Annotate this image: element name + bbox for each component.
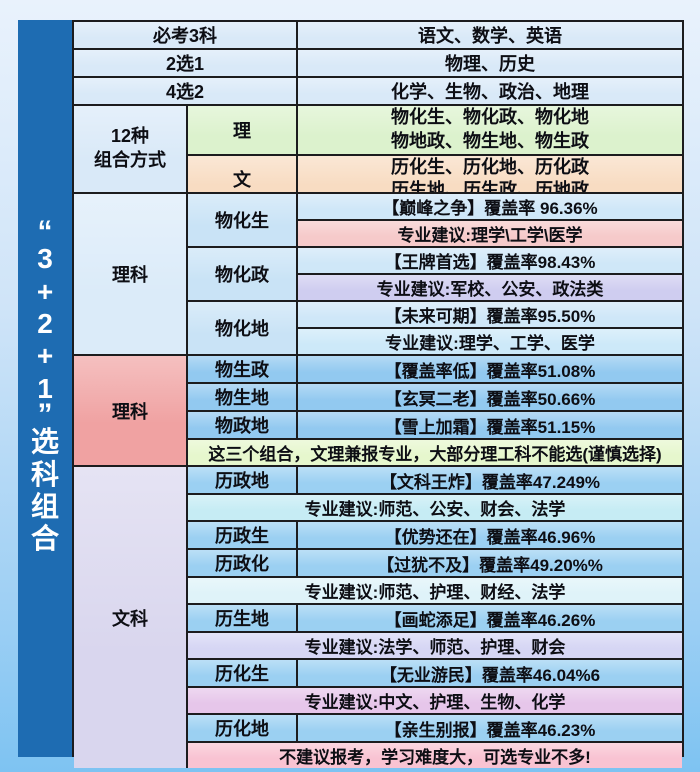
coverage-cell: 【雪上加霜】覆盖率51.15% (296, 412, 682, 438)
row-value: 物理、历史 (296, 50, 682, 76)
coverage-cell: 【无业游民】覆盖率46.04%6 (296, 660, 682, 686)
combos-label-line1: 12种 (110, 126, 150, 147)
row-header: 2选1 (74, 50, 296, 76)
coverage-cell: 【优势还在】覆盖率46.96% (296, 522, 682, 548)
combo-group: 物化生 【巅峰之争】覆盖率 96.36% 专业建议:理学\工学\医学 (188, 194, 682, 246)
subject-cell: 历化地 (188, 715, 296, 741)
selection-table: 必考3科 语文、数学、英语 2选1 物理、历史 4选2 化学、生物、政治、地理 … (72, 20, 684, 768)
combo-row: 历政地 【文科王炸】覆盖率47.249% (188, 467, 682, 493)
vertical-title-char: ” (37, 398, 53, 432)
subject-cell: 物生地 (188, 384, 296, 410)
coverage-cell: 【巅峰之争】覆盖率 96.36% (298, 194, 682, 219)
combo-row: 物政地 【雪上加霜】覆盖率51.15% (188, 410, 682, 438)
subject-cell: 历生地 (188, 605, 296, 631)
vertical-title-char: 合 (30, 523, 59, 555)
vertical-title-char: 选 (30, 426, 59, 458)
combo-list-line1: 物化生、物化政、物化地 (391, 107, 589, 127)
combo-list-cell: 物化生、物化政、物化地 物地政、物生地、物生政 (296, 106, 682, 154)
combo-row: 历生地 【画蛇添足】覆盖率46.26% (188, 603, 682, 631)
combos-rows: 理 物化生、物化政、物化地 物地政、物生地、物生政 文 历化生、历化地、历化政 … (186, 106, 682, 203)
combo-row: 历化地 【亲生别报】覆盖率46.23% (188, 713, 682, 741)
table-row-pick2of4: 4选2 化学、生物、政治、地理 (74, 76, 682, 104)
coverage-cell: 【文科王炸】覆盖率47.249% (296, 467, 682, 493)
combo-row-science: 理 物化生、物化政、物化地 物地政、物生地、物生政 (188, 106, 682, 154)
table-row-required: 必考3科 语文、数学、英语 (74, 22, 682, 48)
subject-cell: 物化地 (188, 302, 296, 354)
section-science-top: 理科 物化生 【巅峰之争】覆盖率 96.36% 专业建议:理学\工学\医学 物化… (74, 192, 682, 354)
row-header: 4选2 (74, 78, 296, 104)
science-groups: 物化生 【巅峰之争】覆盖率 96.36% 专业建议:理学\工学\医学 物化政 【… (186, 194, 682, 354)
section-arts: 文科 历政地 【文科王炸】覆盖率47.249% 专业建议:师范、公安、财会、法学… (74, 465, 682, 768)
subject-cell: 物生政 (188, 356, 296, 382)
subject-cell: 历政化 (188, 550, 296, 576)
coverage-cell: 【覆盖率低】覆盖率51.08% (296, 356, 682, 382)
combo-type-cell: 文 (188, 155, 296, 203)
arts-rows: 历政地 【文科王炸】覆盖率47.249% 专业建议:师范、公安、财会、法学 历政… (186, 467, 682, 768)
suggestion-cell: 专业建议:师范、公安、财会、法学 (188, 493, 682, 520)
combo-group-rows: 【王牌首选】覆盖率98.43% 专业建议:军校、公安、政法类 (296, 248, 682, 300)
vertical-title-char: 2 (37, 308, 53, 340)
combo-group: 物化地 【未来可期】覆盖率95.50% 专业建议:理学、工学、医学 (188, 300, 682, 354)
subject-cell: 历政地 (188, 467, 296, 493)
combo-group-rows: 【未来可期】覆盖率95.50% 专业建议:理学、工学、医学 (296, 302, 682, 354)
combo-row: 历化生 【无业游民】覆盖率46.04%6 (188, 658, 682, 686)
subject-cell: 物化生 (188, 194, 296, 246)
row-header: 必考3科 (74, 22, 296, 48)
vertical-title-char: + (36, 275, 54, 307)
subject-cell: 历化生 (188, 660, 296, 686)
vertical-title-bar: “ 3 + 2 + 1 ” 选 科 组 合 (18, 20, 72, 757)
suggestion-cell: 专业建议:师范、护理、财经、法学 (188, 576, 682, 603)
coverage-cell: 【过犹不及】覆盖率49.20%% (296, 550, 682, 576)
combo-list-line1: 历化生、历化地、历化政 (391, 156, 589, 177)
table-row-pick1of2: 2选1 物理、历史 (74, 48, 682, 76)
subject-cell: 物化政 (188, 248, 296, 300)
suggestion-cell: 专业建议:中文、护理、生物、化学 (188, 686, 682, 713)
subject-cell: 历政生 (188, 522, 296, 548)
coverage-cell: 【画蛇添足】覆盖率46.26% (296, 605, 682, 631)
combos-label: 12种 组合方式 (74, 106, 186, 192)
row-value: 化学、生物、政治、地理 (296, 78, 682, 104)
combo-row: 物生政 【覆盖率低】覆盖率51.08% (188, 356, 682, 382)
vertical-title-char: 1 (37, 372, 53, 404)
vertical-title-char: “ (37, 215, 53, 249)
combo-row: 历政化 【过犹不及】覆盖率49.20%% (188, 548, 682, 576)
combo-list-line2: 物地政、物生地、物生政 (391, 130, 589, 151)
suggestion-cell: 专业建议:理学\工学\医学 (298, 219, 682, 246)
coverage-cell: 【亲生别报】覆盖率46.23% (296, 715, 682, 741)
vertical-title-char: 科 (30, 458, 59, 490)
vertical-title-char: 3 (37, 243, 53, 275)
combo-group-rows: 【巅峰之争】覆盖率 96.36% 专业建议:理学\工学\医学 (296, 194, 682, 246)
coverage-cell: 【未来可期】覆盖率95.50% (298, 302, 682, 327)
suggestion-cell: 专业建议:军校、公安、政法类 (298, 273, 682, 300)
infographic-canvas: “ 3 + 2 + 1 ” 选 科 组 合 必考3科 语文、数学、英语 2选1 … (18, 20, 684, 768)
arts-label: 文科 (74, 467, 186, 768)
combo-row: 物生地 【玄冥二老】覆盖率50.66% (188, 382, 682, 410)
warning-cell: 不建议报考，学习难度大，可选专业不多! (188, 741, 682, 768)
science-label: 理科 (74, 194, 186, 354)
subject-cell: 物政地 (188, 412, 296, 438)
coverage-cell: 【王牌首选】覆盖率98.43% (298, 248, 682, 273)
vertical-title-char: + (36, 340, 54, 372)
coverage-cell: 【玄冥二老】覆盖率50.66% (296, 384, 682, 410)
section-combinations: 12种 组合方式 理 物化生、物化政、物化地 物地政、物生地、物生政 文 (74, 104, 682, 203)
note-cell: 这三个组合，文理兼报专业，大部分理工科不能选(谨慎选择) (188, 438, 682, 465)
section-science-low: 理科 物生政 【覆盖率低】覆盖率51.08% 物生地 【玄冥二老】覆盖率50.6… (74, 354, 682, 465)
suggestion-cell: 专业建议:理学、工学、医学 (298, 327, 682, 354)
vertical-title-char: 组 (30, 490, 59, 522)
row-value: 语文、数学、英语 (296, 22, 682, 48)
science-low-rows: 物生政 【覆盖率低】覆盖率51.08% 物生地 【玄冥二老】覆盖率50.66% … (186, 356, 682, 465)
combo-group: 物化政 【王牌首选】覆盖率98.43% 专业建议:军校、公安、政法类 (188, 246, 682, 300)
combo-row: 历政生 【优势还在】覆盖率46.96% (188, 520, 682, 548)
combo-type-cell: 理 (188, 106, 296, 154)
suggestion-cell: 专业建议:法学、师范、护理、财会 (188, 631, 682, 658)
combos-label-line2: 组合方式 (94, 150, 166, 170)
science-label: 理科 (74, 356, 186, 465)
